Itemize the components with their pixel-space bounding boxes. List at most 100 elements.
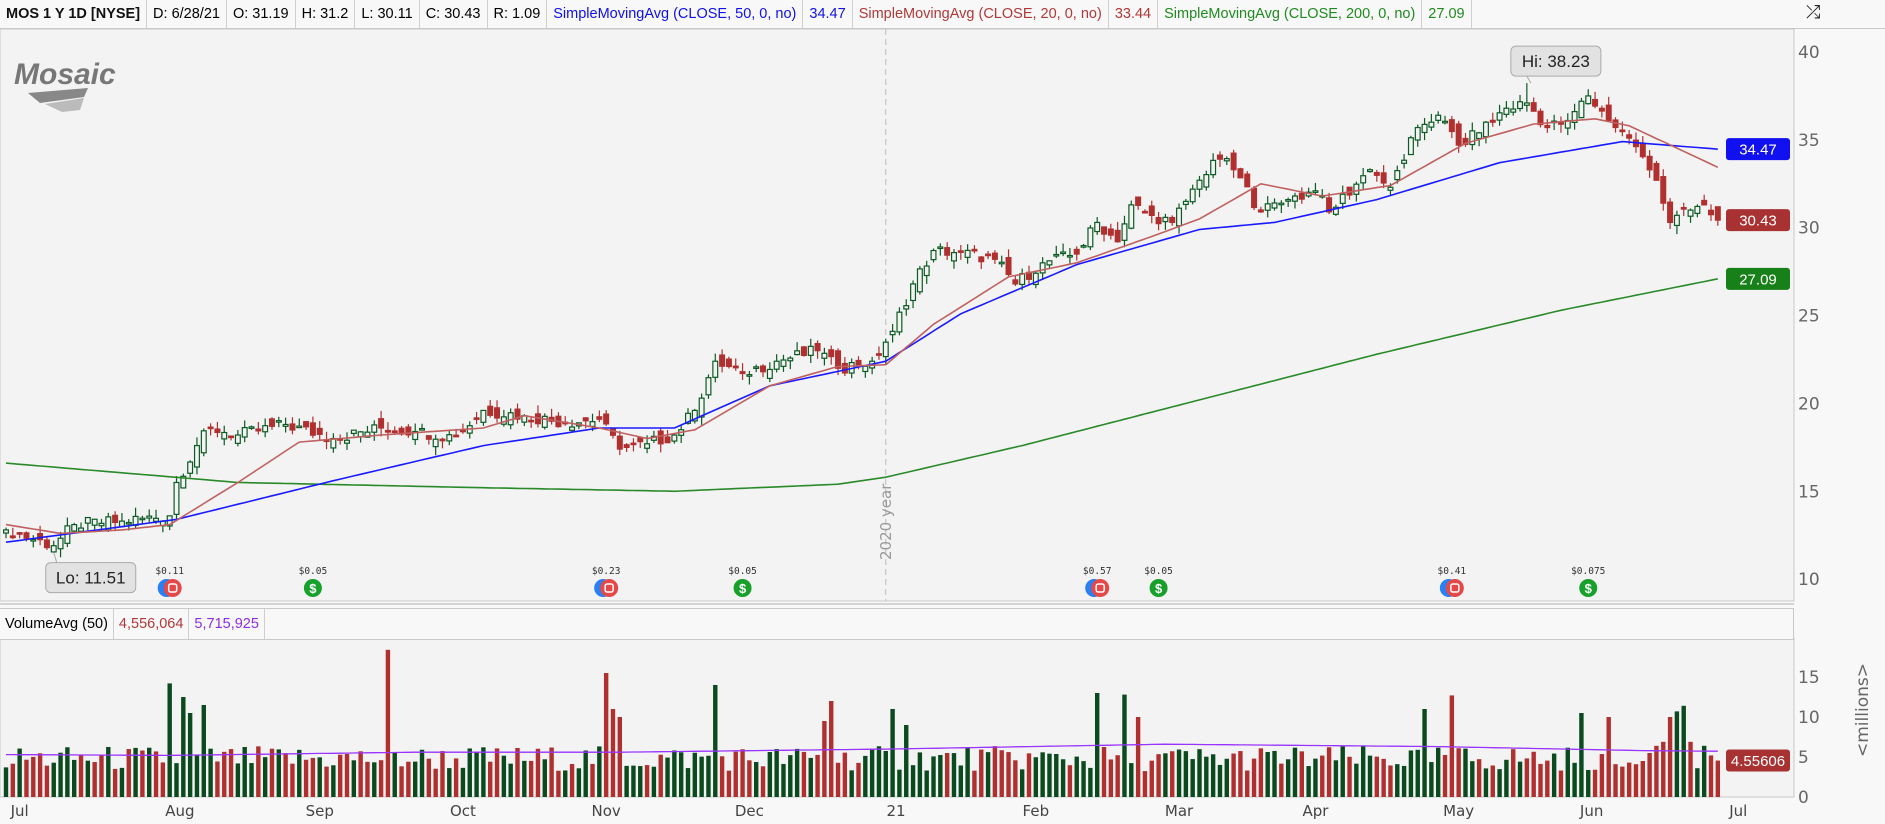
volume-bar	[938, 754, 943, 797]
volume-bar	[249, 763, 254, 797]
candle-body	[923, 265, 930, 277]
candle-body	[725, 358, 732, 368]
volume-bar	[344, 753, 350, 797]
candle-body	[623, 444, 630, 448]
candle-body	[1094, 221, 1101, 233]
candle	[289, 417, 296, 435]
sma200-label[interactable]: SimpleMovingAvg (CLOSE, 200, 0, no)	[1158, 0, 1423, 28]
volume-bar	[658, 754, 663, 797]
candle-body	[1394, 170, 1401, 181]
sma20-label[interactable]: SimpleMovingAvg (CLOSE, 20, 0, no)	[853, 0, 1109, 28]
candle-body	[248, 426, 255, 429]
volume-bar	[99, 755, 104, 797]
candle	[807, 338, 814, 364]
dividend-marker[interactable]: $0.57	[1083, 566, 1112, 597]
volume-bar	[44, 765, 50, 797]
candle	[1203, 170, 1210, 191]
candle-body	[944, 247, 951, 256]
candle-body	[214, 428, 221, 433]
volume-bar	[1490, 765, 1495, 797]
dividend-marker[interactable]: $0.41	[1438, 566, 1467, 597]
candle	[657, 428, 664, 453]
candle	[998, 255, 1005, 268]
volume-bar	[112, 768, 118, 797]
candle	[1694, 204, 1701, 218]
volume-bar	[1401, 765, 1407, 797]
candle-body	[432, 438, 439, 448]
month-tick: Jun	[1579, 802, 1603, 820]
price-value-label: 34.47	[1739, 142, 1777, 159]
candle	[1707, 204, 1714, 221]
candle	[691, 408, 698, 424]
candle-body	[153, 517, 160, 522]
candle	[1271, 198, 1278, 211]
candle-body	[1080, 244, 1087, 248]
volume-bar	[24, 759, 29, 797]
candle-body	[146, 515, 153, 519]
candle-body	[889, 330, 896, 336]
volume-bar	[597, 746, 602, 797]
price-value-label-bg	[1726, 138, 1790, 161]
candle	[1148, 200, 1155, 224]
month-tick: Sep	[306, 802, 334, 820]
candle-body	[1196, 179, 1203, 190]
candle	[712, 353, 719, 383]
volume-bar	[1620, 766, 1625, 797]
candle-body	[1012, 279, 1019, 285]
candle-body	[1114, 229, 1121, 243]
candle	[1496, 104, 1503, 126]
volume-bar	[1626, 762, 1632, 797]
candle	[1373, 169, 1380, 182]
volume-bar	[747, 760, 752, 797]
dividend-marker[interactable]: $0.075 $	[1571, 566, 1605, 597]
dividend-marker[interactable]: $0.05 $	[1144, 566, 1173, 597]
candle-body	[57, 537, 64, 550]
volume-bar	[351, 760, 357, 797]
dividend-marker[interactable]: $0.23	[592, 566, 621, 597]
volume-bar	[201, 705, 206, 797]
volume-bar	[440, 751, 445, 797]
volume-bar	[433, 768, 438, 797]
sma50-label[interactable]: SimpleMovingAvg (CLOSE, 50, 0, no)	[547, 0, 804, 28]
candle-body	[1223, 158, 1230, 162]
candle-body	[1401, 159, 1408, 164]
dividend-marker[interactable]: $0.05 $	[728, 566, 757, 597]
candle	[985, 251, 992, 260]
volume-bar	[1599, 754, 1605, 797]
volume-bar	[535, 748, 541, 797]
price-axis-tick: 30	[1798, 219, 1820, 239]
candle	[228, 435, 235, 441]
candle-body	[657, 430, 664, 445]
candle-body	[596, 416, 603, 420]
volume-bar	[1695, 768, 1700, 797]
candle	[262, 418, 269, 438]
volume-bar	[481, 747, 486, 797]
candle-body	[480, 409, 487, 423]
volume-bar	[1142, 771, 1148, 797]
candle-body	[719, 354, 726, 367]
volume-bar	[160, 762, 166, 797]
volume-axis-tick: 10	[1798, 708, 1820, 728]
volume-bar	[849, 770, 854, 797]
volume-bar	[719, 756, 725, 797]
candle-body	[1680, 207, 1687, 210]
dividend-marker[interactable]: $0.05 $	[299, 566, 328, 597]
candle	[1578, 97, 1585, 119]
swap-arrows-icon[interactable]: ⤮	[1806, 2, 1821, 23]
candle	[1680, 202, 1687, 217]
volume-avg-label[interactable]: VolumeAvg (50)	[0, 609, 114, 639]
candle-body	[691, 409, 698, 422]
candle	[1435, 111, 1442, 124]
volume-bar	[1436, 747, 1441, 797]
candle-body	[207, 426, 214, 430]
candle	[2, 527, 10, 539]
dividend-marker[interactable]: $0.11	[155, 566, 184, 597]
candle-body	[821, 352, 828, 359]
candle-body	[746, 374, 753, 377]
candle-body	[1571, 110, 1578, 124]
date-value: D: 6/28/21	[147, 0, 227, 28]
volume-bar	[815, 754, 820, 797]
candle-body	[1148, 205, 1155, 217]
candle-body	[1053, 253, 1060, 257]
volume-bar	[1701, 745, 1707, 797]
